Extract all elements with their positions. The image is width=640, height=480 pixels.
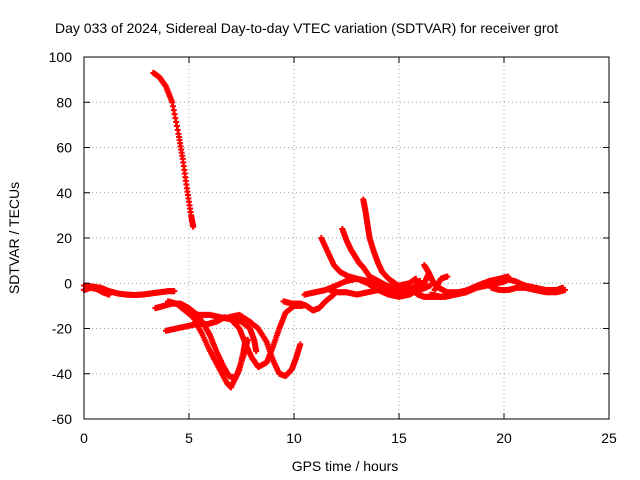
x-tick-label: 5 — [185, 430, 193, 446]
data-series — [81, 69, 568, 391]
data-point — [190, 223, 197, 230]
series-arc-14 — [326, 275, 419, 298]
x-tick-label: 10 — [286, 430, 302, 446]
chart-title: Day 033 of 2024, Sidereal Day-to-day VTE… — [55, 20, 558, 36]
data-point — [106, 291, 113, 298]
y-tick-label: 40 — [56, 185, 72, 201]
series-arc-9 — [280, 291, 337, 314]
x-tick-label: 15 — [391, 430, 407, 446]
x-axis-label: GPS time / hours — [292, 458, 399, 474]
y-axis-ticks: -60 -40 -20 0 20 40 60 80 100 — [49, 49, 609, 427]
y-tick-label: 0 — [64, 275, 72, 291]
y-tick-label: -60 — [52, 411, 72, 427]
data-point — [171, 288, 178, 295]
x-axis-ticks: 0 5 10 15 20 25 — [80, 57, 617, 446]
series-arc-19 — [488, 284, 568, 296]
data-point — [427, 282, 434, 289]
series-arc-8 — [225, 311, 304, 380]
y-tick-label: 80 — [56, 94, 72, 110]
grid-lines — [84, 57, 609, 419]
series-arc-2 — [81, 284, 113, 298]
series-arc-3 — [150, 69, 197, 230]
data-point — [297, 341, 304, 348]
series-arc-5 — [165, 298, 251, 391]
y-tick-label: 20 — [56, 230, 72, 246]
y-tick-label: 100 — [49, 49, 73, 65]
data-point — [412, 275, 419, 282]
y-axis-label: SDTVAR / TECUs — [6, 182, 22, 294]
y-tick-label: -40 — [52, 366, 72, 382]
data-point — [444, 273, 451, 280]
series-arc-18 — [431, 273, 451, 294]
y-tick-label: -20 — [52, 321, 72, 337]
data-point — [561, 287, 568, 294]
x-tick-label: 0 — [80, 430, 88, 446]
x-tick-label: 25 — [601, 430, 617, 446]
x-tick-label: 20 — [496, 430, 512, 446]
y-tick-label: 60 — [56, 140, 72, 156]
data-point — [253, 348, 260, 355]
data-point — [417, 277, 423, 284]
